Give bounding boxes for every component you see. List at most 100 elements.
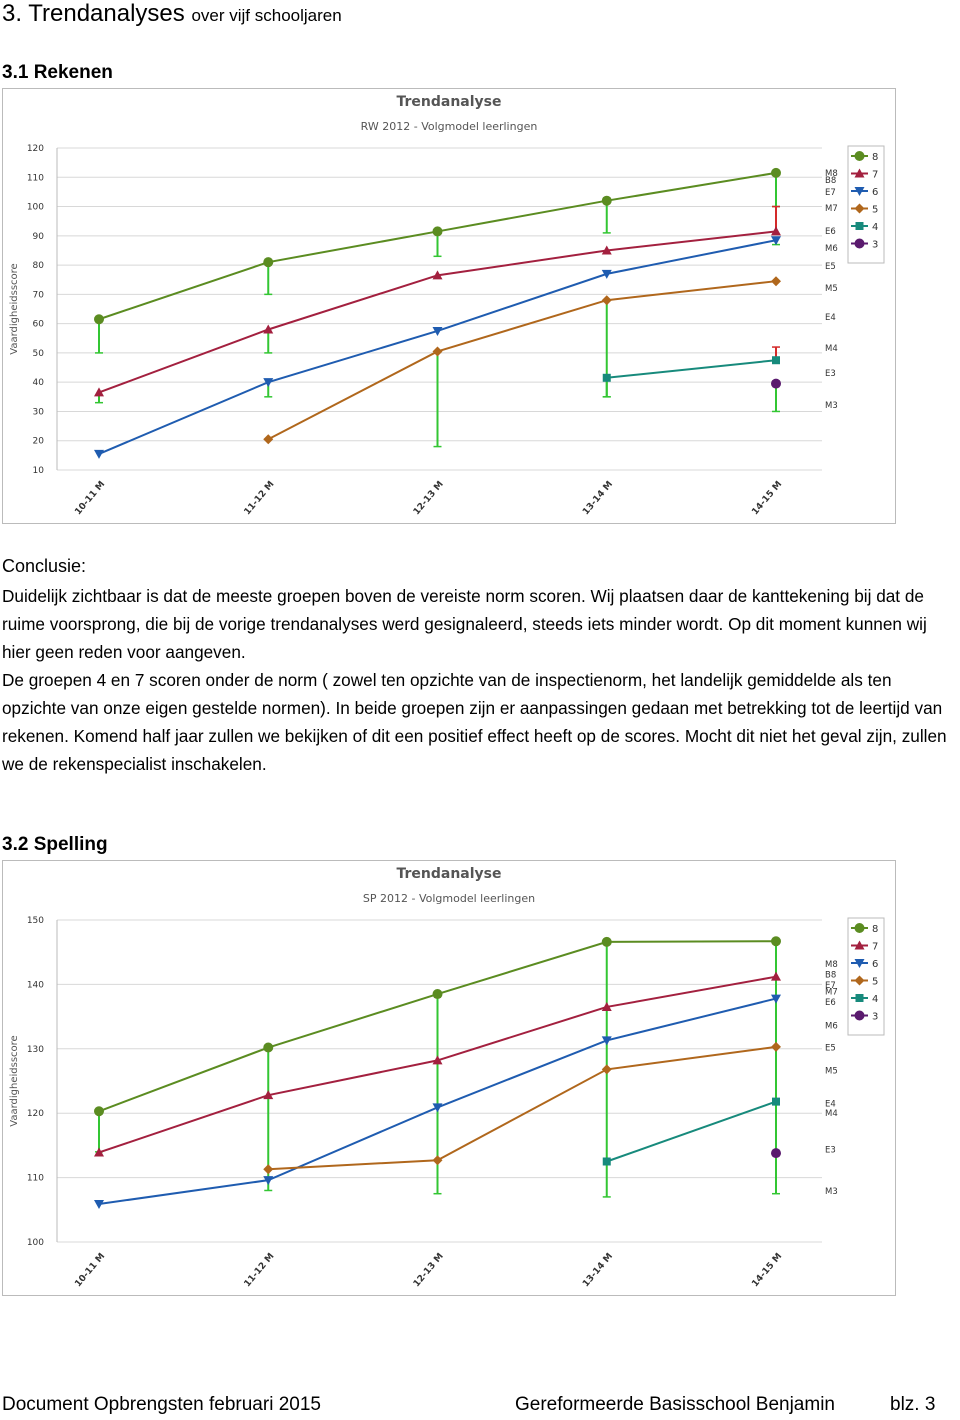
legend: 8 7 6 5 4 3 bbox=[847, 145, 885, 264]
series-line bbox=[606, 1100, 777, 1163]
chart-subtitle: RW 2012 - Volgmodel leerlingen bbox=[361, 120, 538, 133]
y2-tick-label: E5 bbox=[825, 1044, 836, 1054]
marker bbox=[432, 1055, 443, 1065]
marker bbox=[601, 195, 612, 206]
y2-tick-label: E3 bbox=[825, 369, 836, 379]
marker bbox=[854, 975, 865, 986]
marker bbox=[854, 151, 865, 161]
y-tick-label: 60 bbox=[33, 320, 45, 330]
legend-label: 3 bbox=[872, 240, 878, 251]
marker bbox=[263, 1176, 274, 1186]
marker bbox=[432, 326, 443, 336]
marker bbox=[263, 378, 274, 388]
legend-label: 8 bbox=[872, 924, 878, 935]
marker bbox=[601, 295, 612, 306]
legend-label: 5 bbox=[872, 977, 878, 988]
marker bbox=[601, 936, 612, 947]
y-tick-label: 110 bbox=[27, 1174, 44, 1184]
legend: 8 7 6 5 4 3 bbox=[847, 917, 885, 1036]
marker bbox=[854, 940, 865, 950]
paragraph: De groepen 4 en 7 scoren onder de norm (… bbox=[2, 670, 947, 774]
marker bbox=[854, 959, 865, 968]
marker bbox=[854, 923, 865, 933]
y-tick-label: 10 bbox=[33, 466, 45, 476]
marker bbox=[771, 276, 781, 287]
y2-tick-label: M6 bbox=[825, 244, 838, 254]
chart-title: Trendanalyse bbox=[396, 94, 501, 110]
y2-tick-label: M8 bbox=[825, 960, 838, 970]
chart-title: Trendanalyse bbox=[396, 866, 501, 882]
legend-label: 4 bbox=[872, 994, 878, 1005]
marker bbox=[854, 1010, 865, 1021]
y2-tick-label: M6 bbox=[825, 1022, 838, 1032]
y-tick-label: 30 bbox=[33, 407, 45, 417]
marker bbox=[263, 1164, 274, 1175]
legend-label: 7 bbox=[872, 942, 878, 953]
section-title: 3.1 Rekenen bbox=[2, 62, 113, 83]
legend-label: 8 bbox=[872, 152, 878, 163]
y2-tick-label: E6 bbox=[825, 227, 836, 237]
marker bbox=[432, 1103, 443, 1113]
series-line bbox=[267, 280, 777, 441]
marker bbox=[771, 994, 781, 1004]
legend-label: 6 bbox=[872, 959, 878, 970]
marker bbox=[771, 1041, 781, 1052]
marker bbox=[263, 1090, 274, 1100]
marker bbox=[771, 167, 781, 178]
marker bbox=[94, 1106, 104, 1117]
conclusion-label: Conclusie: bbox=[2, 556, 87, 576]
marker bbox=[601, 269, 612, 279]
y-tick-label: 150 bbox=[27, 916, 44, 926]
marker bbox=[854, 187, 865, 196]
marker bbox=[771, 236, 781, 246]
y2-tick-label: E7 bbox=[825, 188, 836, 198]
y-tick-label: 50 bbox=[33, 349, 45, 359]
paragraph: Duidelijk zichtbaar is dat de meeste gro… bbox=[2, 586, 927, 662]
y2-tick-label: M4 bbox=[825, 344, 838, 354]
marker bbox=[601, 1036, 612, 1046]
marker bbox=[771, 936, 781, 947]
y-axis-label: Vaardigheidsscore bbox=[9, 263, 20, 354]
footer-page: blz. 3 bbox=[890, 1394, 936, 1415]
y-tick-label: 140 bbox=[27, 980, 44, 990]
marker bbox=[601, 245, 612, 255]
y-tick-label: 120 bbox=[27, 144, 44, 154]
y2-tick-label: M5 bbox=[825, 284, 838, 294]
legend-label: 6 bbox=[872, 187, 878, 198]
marker bbox=[432, 226, 443, 237]
y-tick-label: 80 bbox=[33, 261, 45, 271]
y-tick-label: 90 bbox=[33, 232, 45, 242]
marker bbox=[432, 989, 443, 1000]
chart: Trendanalyse SP 2012 - Volgmodel leerling… bbox=[2, 860, 896, 1296]
y-tick-label: 120 bbox=[27, 1109, 44, 1119]
marker bbox=[432, 1155, 443, 1166]
y2-tick-label: M7 bbox=[825, 987, 838, 997]
marker bbox=[602, 1157, 611, 1166]
marker bbox=[855, 994, 864, 1002]
series-line bbox=[268, 1045, 777, 1171]
y2-tick-label: E6 bbox=[825, 998, 836, 1008]
marker bbox=[263, 434, 274, 445]
marker bbox=[263, 257, 274, 268]
y-tick-label: 70 bbox=[33, 290, 45, 300]
marker bbox=[772, 1097, 780, 1106]
legend-box bbox=[847, 145, 885, 264]
y2-tick-label: M5 bbox=[825, 1067, 838, 1077]
title-sub: over vijf schooljaren bbox=[191, 6, 342, 25]
footer-left: Document Opbrengsten februari 2015 bbox=[2, 1394, 321, 1415]
marker bbox=[854, 238, 865, 249]
marker bbox=[771, 1148, 781, 1159]
chart-subtitle: SP 2012 - Volgmodel leerlingen bbox=[363, 892, 535, 905]
chart-frame bbox=[2, 860, 896, 1296]
marker bbox=[263, 324, 274, 334]
y2-tick-label: B8 bbox=[825, 971, 836, 981]
y2-tick-label: M4 bbox=[825, 1109, 838, 1119]
marker bbox=[771, 378, 781, 389]
y2-tick-label: E3 bbox=[825, 1145, 836, 1155]
marker bbox=[771, 226, 781, 236]
y-tick-label: 20 bbox=[33, 437, 45, 447]
marker bbox=[94, 387, 104, 397]
marker bbox=[94, 314, 104, 325]
